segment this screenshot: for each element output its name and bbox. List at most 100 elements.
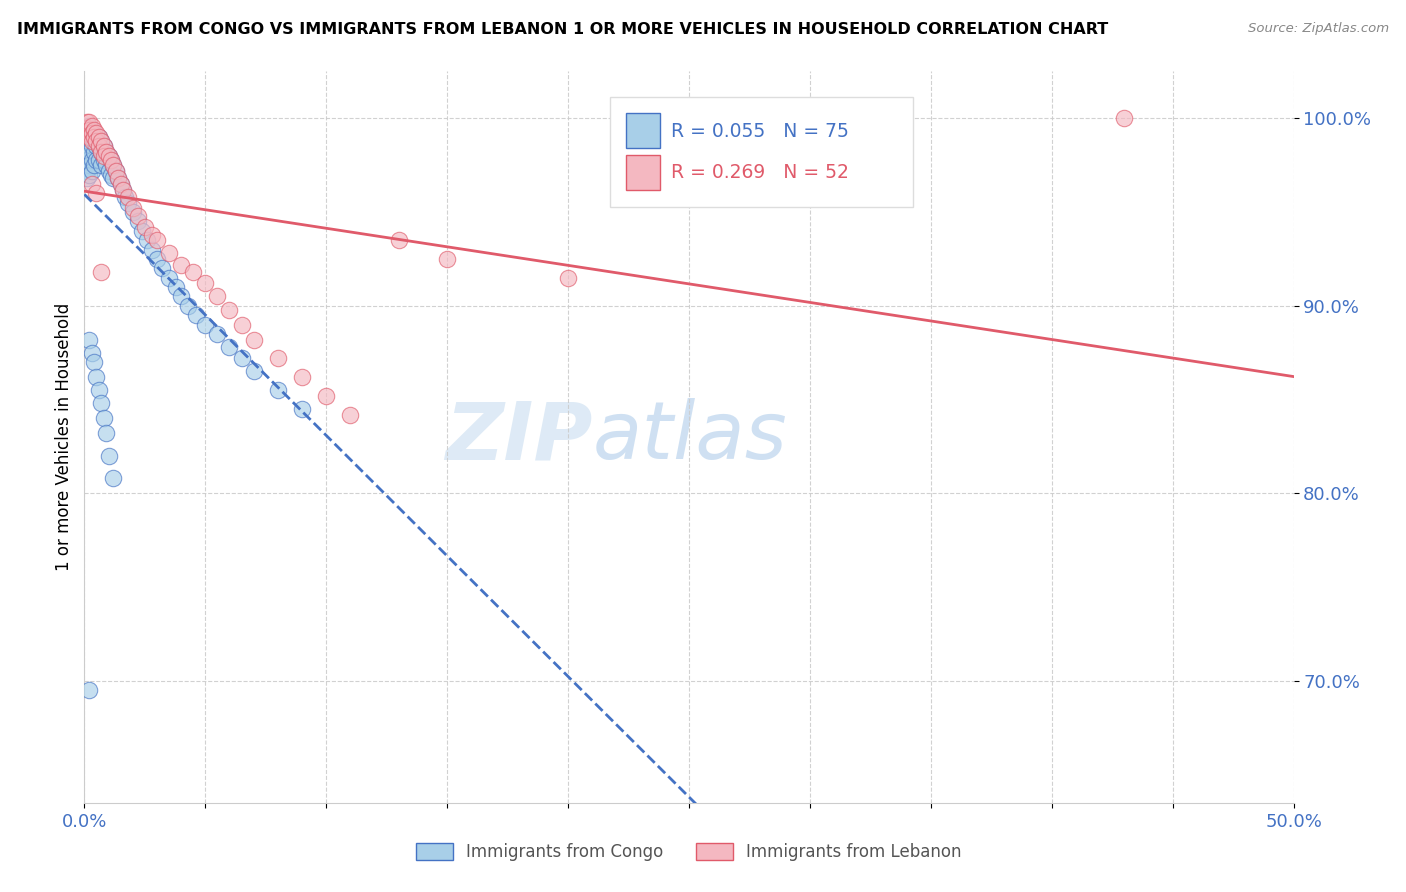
- Point: [87, 383, 110, 397]
- Point: [80, 122, 103, 136]
- FancyBboxPatch shape: [610, 97, 912, 207]
- FancyBboxPatch shape: [626, 154, 659, 190]
- Point: [100, 168, 122, 182]
- Point: [76, 115, 98, 129]
- Point: [90, 134, 112, 148]
- Point: [93, 411, 115, 425]
- Point: [165, 280, 187, 294]
- Point: [194, 277, 217, 291]
- Point: [83, 134, 105, 148]
- Point: [110, 177, 132, 191]
- Point: [77, 333, 100, 347]
- Point: [100, 153, 122, 167]
- Point: [104, 163, 127, 178]
- Point: [93, 153, 115, 167]
- Point: [267, 383, 290, 397]
- Point: [90, 145, 112, 159]
- Point: [103, 171, 125, 186]
- Point: [76, 139, 98, 153]
- Point: [112, 182, 135, 196]
- Point: [94, 426, 117, 441]
- Point: [107, 171, 129, 186]
- Point: [242, 333, 264, 347]
- Point: [80, 134, 103, 148]
- Point: [77, 115, 100, 129]
- Point: [77, 145, 100, 159]
- Point: [436, 252, 458, 266]
- Point: [80, 139, 103, 153]
- Point: [80, 163, 103, 178]
- Legend: Immigrants from Congo, Immigrants from Lebanon: Immigrants from Congo, Immigrants from L…: [409, 836, 969, 868]
- Point: [80, 130, 103, 145]
- Point: [80, 126, 103, 140]
- Point: [117, 195, 139, 210]
- Point: [146, 233, 169, 247]
- Point: [86, 370, 108, 384]
- Point: [87, 139, 110, 153]
- Point: [150, 261, 173, 276]
- Point: [103, 158, 125, 172]
- Point: [267, 351, 290, 366]
- Point: [83, 355, 105, 369]
- Point: [97, 149, 120, 163]
- Point: [231, 351, 253, 366]
- Point: [90, 158, 112, 172]
- Point: [100, 153, 122, 167]
- Point: [339, 408, 361, 422]
- Point: [87, 139, 110, 153]
- Point: [83, 145, 105, 159]
- Point: [231, 318, 253, 332]
- Point: [77, 130, 100, 145]
- Point: [76, 153, 98, 167]
- Point: [117, 190, 139, 204]
- Point: [77, 158, 100, 172]
- Point: [80, 153, 103, 167]
- Point: [77, 126, 100, 140]
- Point: [207, 289, 229, 303]
- Point: [90, 145, 112, 159]
- Text: R = 0.055   N = 75: R = 0.055 N = 75: [671, 122, 849, 141]
- Point: [557, 270, 579, 285]
- Text: R = 0.269   N = 52: R = 0.269 N = 52: [671, 163, 849, 182]
- Point: [315, 389, 337, 403]
- Point: [80, 177, 103, 191]
- Point: [110, 177, 132, 191]
- Point: [77, 119, 100, 133]
- Point: [177, 299, 200, 313]
- Point: [86, 134, 108, 148]
- Point: [107, 171, 129, 186]
- Point: [97, 163, 120, 178]
- Point: [77, 168, 100, 182]
- Point: [83, 158, 105, 172]
- Point: [94, 158, 117, 172]
- Point: [87, 130, 110, 145]
- Point: [388, 233, 411, 247]
- Text: atlas: atlas: [592, 398, 787, 476]
- Point: [104, 163, 127, 178]
- Point: [127, 209, 149, 223]
- Point: [77, 683, 100, 698]
- Point: [157, 246, 180, 260]
- Point: [83, 126, 105, 140]
- Point: [121, 201, 143, 215]
- Point: [77, 134, 100, 148]
- Point: [86, 153, 108, 167]
- Point: [181, 265, 204, 279]
- Point: [141, 227, 163, 242]
- Point: [242, 364, 264, 378]
- Point: [80, 345, 103, 359]
- Point: [94, 145, 117, 159]
- Point: [83, 130, 105, 145]
- Y-axis label: 1 or more Vehicles in Household: 1 or more Vehicles in Household: [55, 303, 73, 571]
- Point: [114, 190, 136, 204]
- Point: [1114, 112, 1136, 126]
- Point: [76, 126, 98, 140]
- Point: [291, 401, 314, 416]
- Text: ZIP: ZIP: [444, 398, 592, 476]
- Point: [103, 158, 125, 172]
- Point: [170, 289, 193, 303]
- Point: [207, 326, 229, 341]
- Point: [90, 265, 112, 279]
- Point: [83, 122, 105, 136]
- Point: [86, 186, 108, 201]
